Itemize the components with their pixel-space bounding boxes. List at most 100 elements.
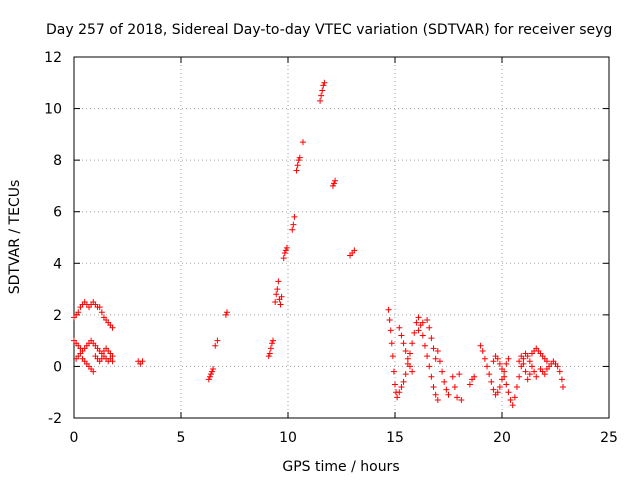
- data-point-marker: [396, 389, 403, 396]
- data-point-marker: [501, 373, 508, 380]
- data-point-marker: [318, 92, 325, 99]
- data-point-marker: [421, 342, 428, 349]
- data-point-marker: [533, 373, 540, 380]
- data-point-marker: [398, 332, 405, 339]
- data-point-marker: [320, 82, 327, 89]
- data-point-marker: [494, 355, 501, 362]
- data-point-marker: [507, 396, 514, 403]
- data-point-marker: [389, 353, 396, 360]
- data-point-marker: [273, 291, 280, 298]
- tick-label-layer: 0 5 10 15 20 25 -2 0 2 4 6 8 10 12: [44, 50, 618, 446]
- data-point-marker: [471, 373, 478, 380]
- data-point-marker: [392, 381, 398, 388]
- data-point-marker: [275, 278, 282, 285]
- data-point-marker: [458, 396, 465, 403]
- y-tick-label: 4: [53, 256, 62, 272]
- data-point-marker: [518, 353, 525, 360]
- data-point-marker: [430, 384, 437, 391]
- data-point-marker: [293, 167, 300, 174]
- data-point-marker: [268, 340, 275, 347]
- data-point-marker: [499, 366, 505, 373]
- data-point-marker: [299, 139, 306, 146]
- data-point-marker: [451, 384, 458, 391]
- data-point-marker: [400, 378, 407, 385]
- data-point-marker: [479, 347, 486, 354]
- data-point-marker: [321, 79, 328, 86]
- data-point-marker: [426, 363, 433, 370]
- data-point-marker: [267, 345, 274, 352]
- data-point-marker: [266, 350, 273, 357]
- data-point-marker: [290, 221, 297, 228]
- data-point-marker: [520, 360, 527, 367]
- data-point-marker: [503, 360, 510, 367]
- data-point-marker: [445, 391, 452, 398]
- data-point-marker: [210, 366, 217, 373]
- data-point-marker: [524, 353, 531, 360]
- data-point-marker: [277, 301, 284, 308]
- data-point-marker: [222, 311, 229, 318]
- data-point-marker: [139, 358, 146, 365]
- data-point-marker: [486, 371, 493, 378]
- data-point-marker: [413, 319, 420, 326]
- data-point-marker: [319, 87, 326, 94]
- data-point-marker: [295, 157, 302, 164]
- data-point-marker: [281, 249, 288, 256]
- data-point-marker: [434, 396, 441, 403]
- data-point-marker: [419, 332, 426, 339]
- x-tick-label: 25: [600, 430, 618, 446]
- data-point-marker: [494, 389, 501, 396]
- data-point-marker: [411, 329, 418, 336]
- data-point-marker: [526, 371, 533, 378]
- data-point-marker: [274, 286, 281, 293]
- data-point-marker: [317, 97, 324, 104]
- data-point-marker: [439, 368, 446, 375]
- data-point-marker: [214, 337, 221, 344]
- data-point-marker: [490, 386, 497, 393]
- data-point-marker: [385, 306, 392, 313]
- data-point-marker: [278, 293, 285, 300]
- data-point-marker: [513, 384, 520, 391]
- x-tick-label: 15: [386, 430, 404, 446]
- data-point-marker: [481, 355, 488, 362]
- y-tick-label: 0: [53, 359, 62, 375]
- data-point-marker: [294, 162, 301, 169]
- data-point-marker: [505, 355, 512, 362]
- data-point-marker: [296, 154, 303, 161]
- data-point-marker: [432, 355, 439, 362]
- data-point-marker: [496, 384, 503, 391]
- data-point-marker: [543, 358, 550, 365]
- data-point-marker: [456, 371, 463, 378]
- data-point-marker: [409, 340, 416, 347]
- data-point-marker: [432, 391, 439, 398]
- data-points-layer: [71, 79, 566, 409]
- data-point-marker: [454, 394, 461, 401]
- data-point-marker: [419, 319, 426, 326]
- data-point-marker: [558, 376, 565, 383]
- y-tick-label: 12: [44, 50, 62, 66]
- data-point-marker: [484, 363, 491, 370]
- data-point-marker: [282, 247, 289, 254]
- y-tick-label: 6: [53, 205, 62, 221]
- data-point-marker: [388, 340, 395, 347]
- data-point-marker: [436, 358, 443, 365]
- data-point-marker: [559, 384, 566, 391]
- data-point-marker: [396, 324, 403, 331]
- chart-title: Day 257 of 2018, Sidereal Day-to-day VTE…: [46, 22, 612, 38]
- y-tick-label: 10: [44, 102, 62, 118]
- data-point-marker: [503, 381, 510, 388]
- grid-layer: [74, 57, 609, 418]
- data-point-marker: [509, 402, 516, 409]
- data-point-marker: [531, 368, 538, 375]
- data-point-marker: [332, 177, 339, 184]
- data-point-marker: [404, 355, 411, 362]
- data-point-marker: [511, 394, 518, 401]
- data-point-marker: [207, 371, 214, 378]
- data-point-marker: [402, 347, 409, 354]
- x-tick-label: 0: [70, 430, 79, 446]
- data-point-marker: [209, 368, 216, 375]
- y-tick-label: 8: [53, 153, 62, 169]
- data-point-marker: [96, 304, 103, 311]
- tick-layer: [73, 56, 610, 419]
